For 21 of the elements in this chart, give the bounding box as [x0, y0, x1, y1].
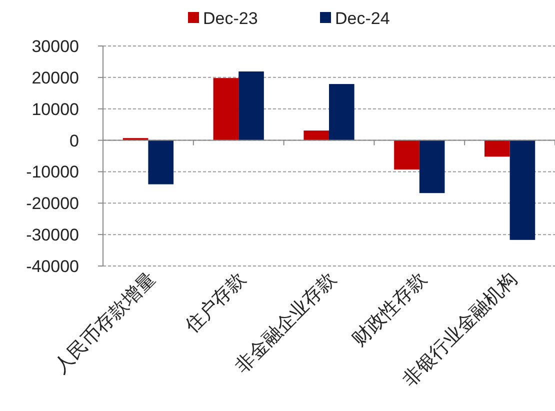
y-tick-label: 20000 — [32, 68, 79, 88]
y-tick-label: -40000 — [26, 257, 79, 276]
bar — [510, 140, 536, 240]
x-tick-label: 财政性存款 — [348, 268, 431, 351]
bar — [484, 140, 510, 157]
y-tick-label: -20000 — [26, 194, 79, 214]
bar — [394, 140, 420, 170]
bar — [148, 140, 174, 184]
legend-label: Dec-23 — [203, 9, 258, 28]
y-tick-label: 10000 — [32, 100, 79, 119]
bar — [419, 140, 445, 194]
y-tick-label: 0 — [70, 131, 79, 150]
bar — [213, 78, 239, 140]
bar — [329, 84, 354, 140]
y-tick-label: -30000 — [26, 226, 79, 245]
y-tick-label: -10000 — [26, 162, 79, 182]
y-tick-label: 30000 — [32, 37, 79, 56]
bar — [304, 130, 329, 140]
x-tick-label: 住户存款 — [180, 268, 250, 338]
legend-label: Dec-24 — [335, 9, 390, 28]
bar — [238, 71, 264, 140]
